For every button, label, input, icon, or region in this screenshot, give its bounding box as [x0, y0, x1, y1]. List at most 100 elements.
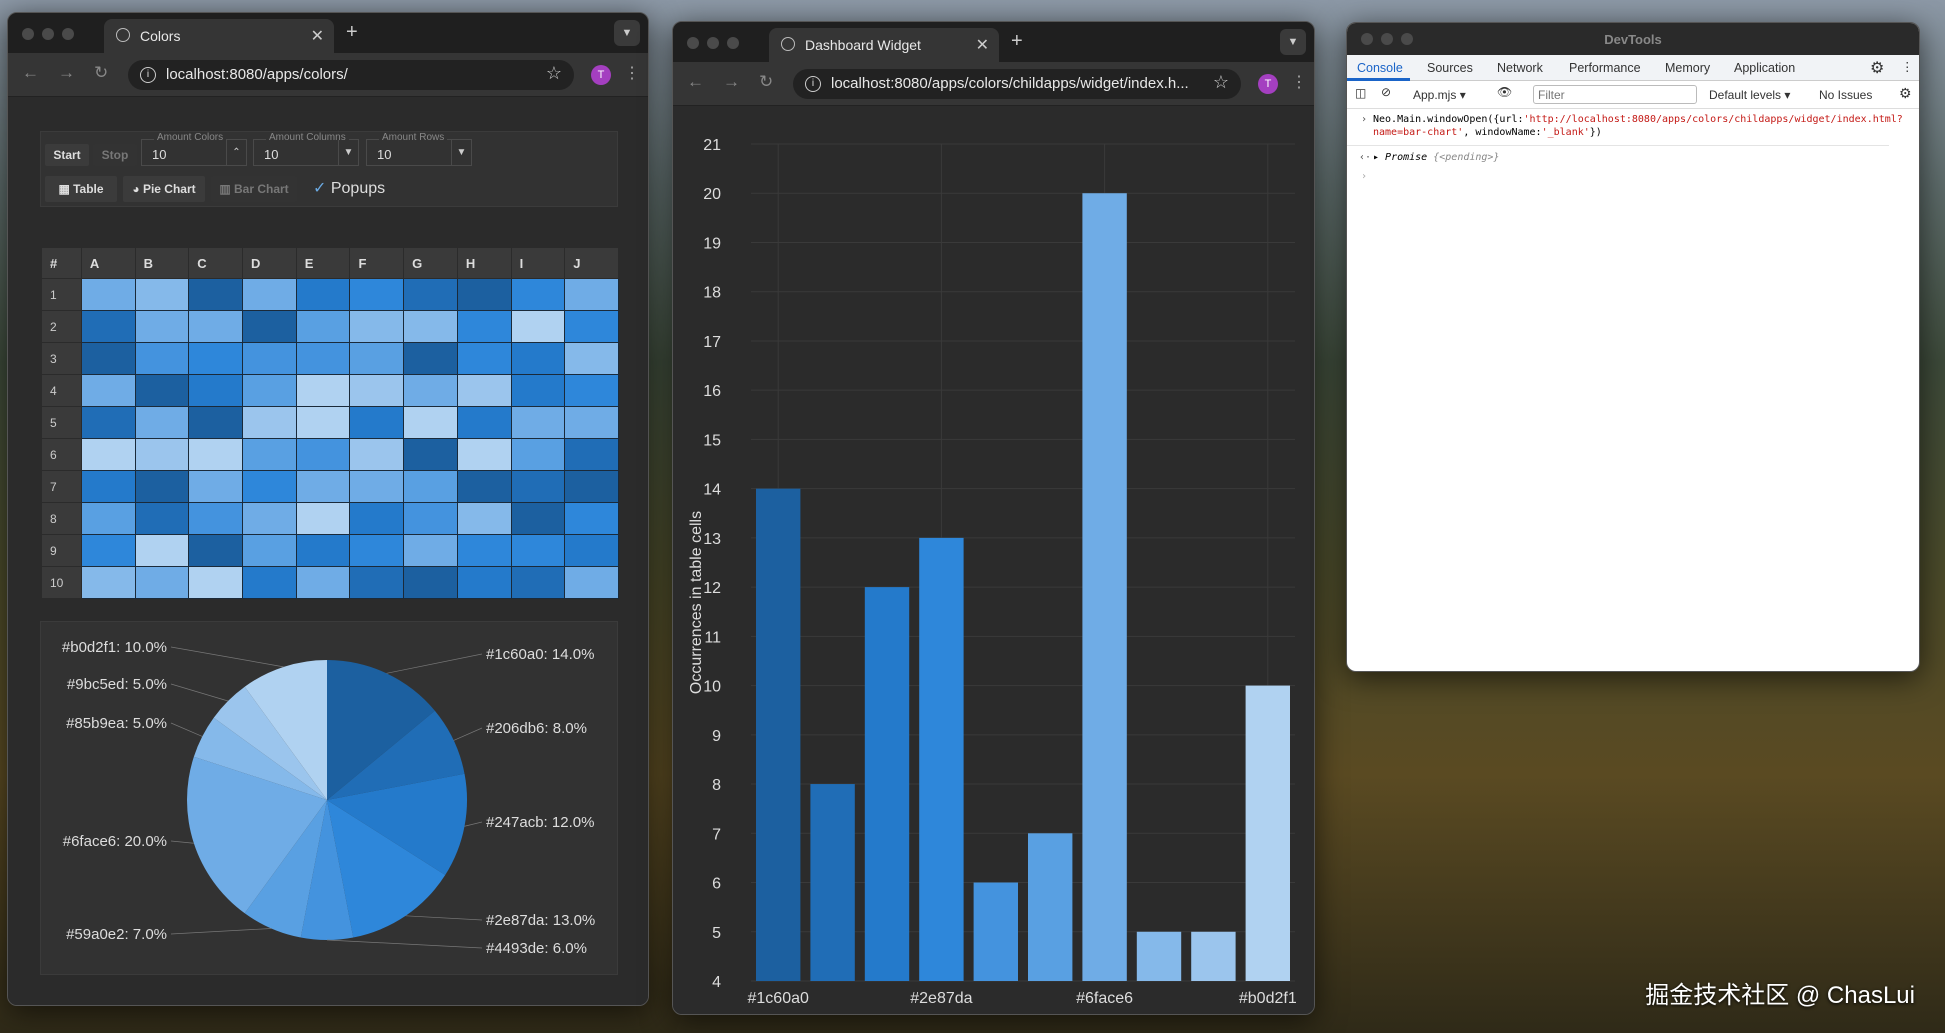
tab-performance[interactable]: Performance — [1569, 61, 1641, 75]
context-selector[interactable]: App.mjs ▾ — [1413, 88, 1466, 102]
color-cell[interactable] — [510, 438, 566, 471]
color-cell[interactable] — [80, 342, 136, 375]
color-cell[interactable] — [564, 278, 619, 311]
reload-icon[interactable]: ↻ — [759, 72, 774, 91]
column-header[interactable]: J — [564, 247, 619, 279]
tab-network[interactable]: Network — [1497, 61, 1543, 75]
color-cell[interactable] — [349, 470, 405, 503]
issues-counter[interactable]: No Issues — [1819, 88, 1873, 102]
color-cell[interactable] — [510, 470, 566, 503]
column-header[interactable]: F — [349, 247, 405, 279]
window-controls[interactable] — [687, 37, 739, 49]
color-cell[interactable] — [510, 566, 566, 599]
color-cell[interactable] — [510, 534, 566, 567]
amount-columns-field[interactable]: Amount Columns 10 ▼ — [253, 132, 359, 166]
window-controls[interactable] — [22, 28, 74, 40]
color-cell[interactable] — [188, 310, 244, 343]
color-cell[interactable] — [134, 470, 190, 503]
color-cell[interactable] — [295, 470, 351, 503]
tab-application[interactable]: Application — [1734, 61, 1796, 75]
color-cell[interactable] — [403, 534, 458, 567]
tab-search-icon[interactable]: ▼ — [614, 20, 640, 46]
color-cell[interactable] — [349, 374, 405, 407]
color-cell[interactable] — [295, 374, 351, 407]
amount-rows-field[interactable]: Amount Rows 10 ▼ — [366, 132, 472, 166]
color-cell[interactable] — [510, 278, 566, 311]
forward-icon[interactable]: → — [58, 63, 75, 82]
color-cell[interactable] — [349, 502, 405, 535]
window-controls[interactable] — [1361, 33, 1413, 45]
color-cell[interactable] — [242, 374, 297, 407]
color-cell[interactable] — [188, 374, 244, 407]
clear-console-icon[interactable]: ⊘ — [1381, 85, 1392, 99]
color-cell[interactable] — [134, 534, 190, 567]
bar-chart-button[interactable]: ▥ Bar Chart — [211, 176, 297, 202]
color-cell[interactable] — [188, 438, 244, 471]
column-header[interactable]: E — [295, 247, 351, 279]
tab-search-icon[interactable]: ▼ — [1280, 29, 1306, 55]
color-cell[interactable] — [80, 566, 136, 599]
tab-console[interactable]: Console — [1357, 61, 1403, 75]
color-cell[interactable] — [242, 438, 297, 471]
color-cell[interactable] — [456, 406, 512, 439]
column-header[interactable]: C — [188, 247, 244, 279]
color-cell[interactable] — [456, 502, 512, 535]
color-cell[interactable] — [242, 502, 297, 535]
amount-colors-field[interactable]: Amount Colors 10 ⌃ — [141, 132, 247, 166]
column-header[interactable]: H — [456, 247, 512, 279]
back-icon[interactable]: ← — [22, 63, 39, 82]
color-cell[interactable] — [564, 534, 619, 567]
close-tab-icon[interactable]: ✕ — [975, 37, 989, 54]
expand-triangle-icon[interactable]: ▸ — [1373, 152, 1386, 163]
color-cell[interactable] — [456, 310, 512, 343]
dropdown-icon[interactable]: ▼ — [338, 140, 358, 165]
color-cell[interactable] — [295, 342, 351, 375]
live-expression-eye-icon[interactable]: 👁 — [1497, 85, 1513, 99]
start-button[interactable]: Start — [45, 144, 89, 166]
color-cell[interactable] — [188, 342, 244, 375]
console-result-entry[interactable]: ‹· ▸ Promise {<pending>} — [1347, 146, 1919, 163]
color-cell[interactable] — [80, 310, 136, 343]
color-cell[interactable] — [456, 374, 512, 407]
log-levels-dropdown[interactable]: Default levels ▾ — [1709, 88, 1791, 102]
color-cell[interactable] — [564, 566, 619, 599]
reload-icon[interactable]: ↻ — [94, 63, 109, 82]
color-cell[interactable] — [456, 470, 512, 503]
color-cell[interactable] — [134, 502, 190, 535]
color-cell[interactable] — [295, 406, 351, 439]
color-cell[interactable] — [134, 342, 190, 375]
table-button[interactable]: ▦ Table — [45, 176, 117, 202]
spinner-icon[interactable]: ⌃ — [226, 140, 246, 165]
color-cell[interactable] — [510, 310, 566, 343]
color-cell[interactable] — [134, 566, 190, 599]
color-cell[interactable] — [403, 374, 458, 407]
color-cell[interactable] — [510, 406, 566, 439]
color-cell[interactable] — [295, 278, 351, 311]
color-cell[interactable] — [403, 470, 458, 503]
color-cell[interactable] — [80, 278, 136, 311]
color-cell[interactable] — [564, 406, 619, 439]
color-cell[interactable] — [242, 278, 297, 311]
filter-input[interactable] — [1533, 85, 1697, 104]
color-cell[interactable] — [349, 566, 405, 599]
column-header[interactable]: A — [80, 247, 136, 279]
color-cell[interactable] — [510, 342, 566, 375]
color-cell[interactable] — [403, 566, 458, 599]
color-cell[interactable] — [242, 342, 297, 375]
pie-chart-button[interactable]: ◕ Pie Chart — [123, 176, 205, 202]
color-cell[interactable] — [188, 566, 244, 599]
color-cell[interactable] — [510, 374, 566, 407]
settings-icon[interactable]: ⚙ — [1870, 60, 1885, 77]
color-cell[interactable] — [564, 438, 619, 471]
color-cell[interactable] — [510, 502, 566, 535]
color-cell[interactable] — [188, 502, 244, 535]
avatar[interactable]: T — [591, 65, 611, 85]
color-cell[interactable] — [456, 278, 512, 311]
color-cell[interactable] — [242, 470, 297, 503]
color-cell[interactable] — [242, 406, 297, 439]
color-cell[interactable] — [403, 342, 458, 375]
new-tab-icon[interactable]: + — [1011, 30, 1023, 52]
console-prompt[interactable]: › — [1361, 171, 1368, 182]
forward-icon[interactable]: → — [723, 72, 740, 91]
color-cell[interactable] — [403, 406, 458, 439]
